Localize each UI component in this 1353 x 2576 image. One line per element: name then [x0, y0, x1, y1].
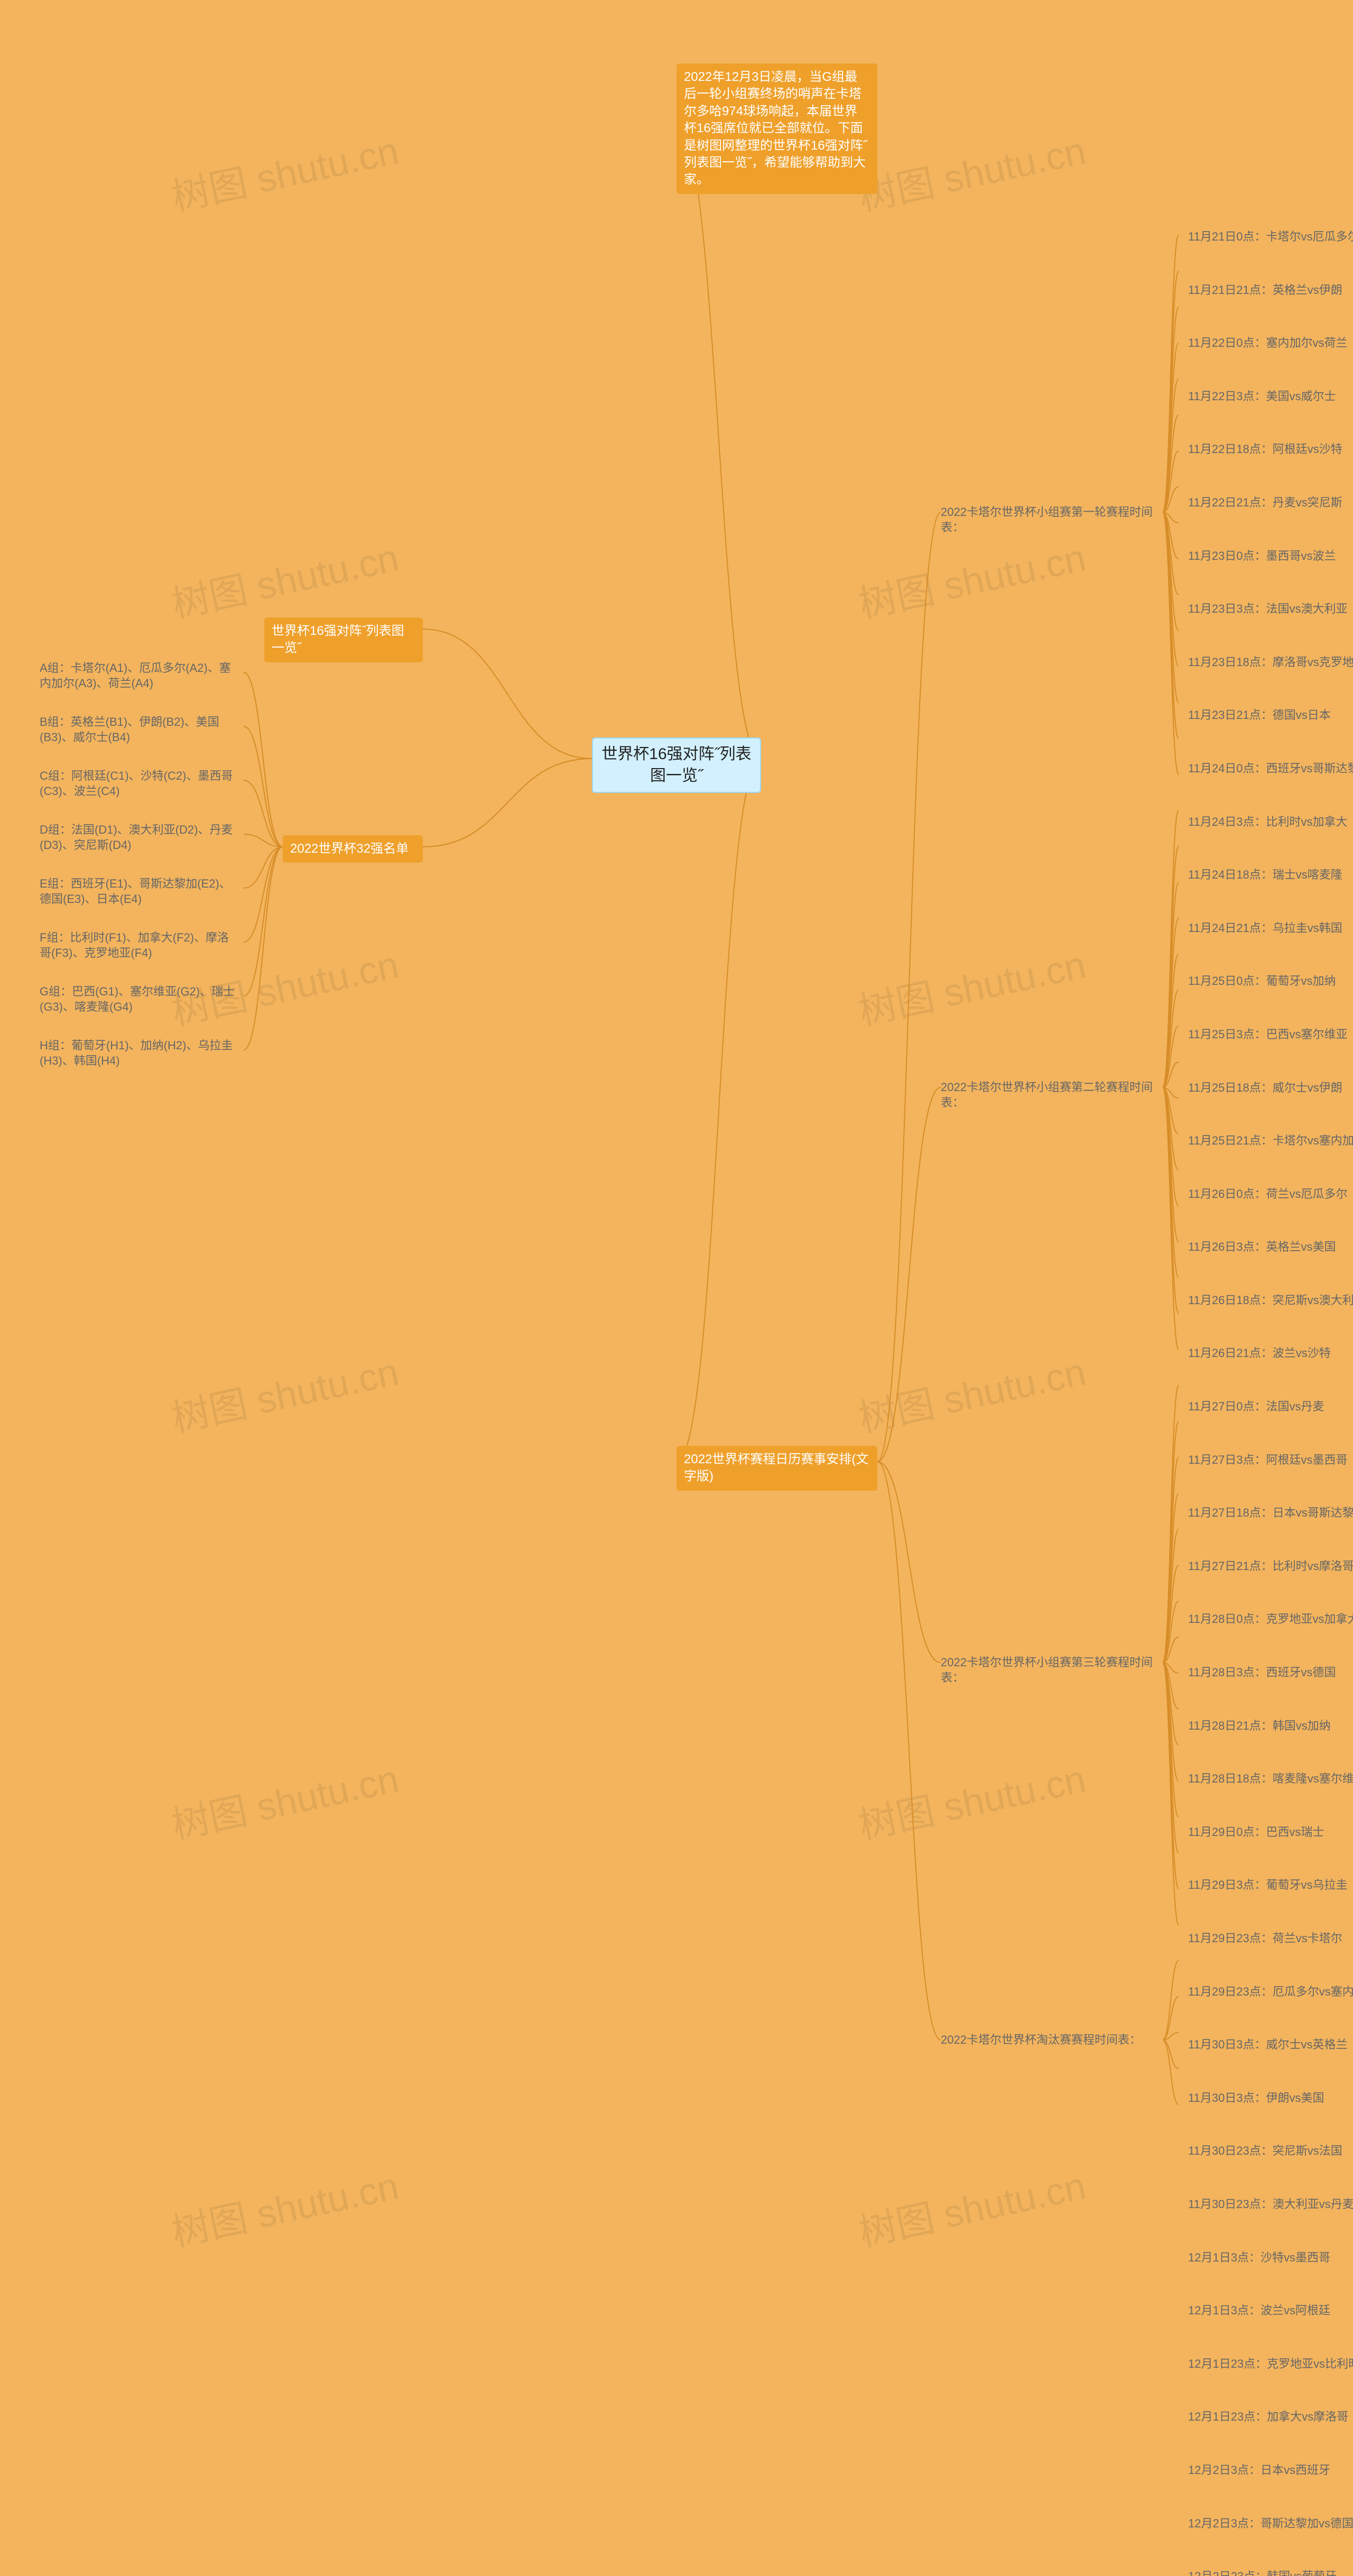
group-B: B组：英格兰(B1)、伊朗(B2)、美国(B3)、威尔士(B4) [40, 715, 240, 745]
match-2-6: 11月26日21点：波兰vs沙特 [1179, 1345, 1353, 1362]
watermark: 树图 shutu.cn [166, 1748, 403, 1850]
title-32-list: 2022世界杯32强名单 [283, 835, 423, 863]
watermark: 树图 shutu.cn [853, 2155, 1090, 2257]
match-1-16: 11月25日3点：巴西vs塞尔维亚 [1179, 1026, 1353, 1044]
match-3-8: 12月1日3点：波兰vs阿根廷 [1179, 2302, 1353, 2320]
match-1-6: 11月22日21点：丹麦vs突尼斯 [1179, 494, 1353, 512]
match-1-13: 11月24日18点：瑞士vs喀麦隆 [1179, 866, 1353, 884]
match-3-13: 12月2日23点：韩国vs葡萄牙 [1179, 2568, 1353, 2576]
group-D: D组：法国(D1)、澳大利亚(D2)、丹麦(D3)、突尼斯(D4) [40, 823, 240, 853]
intro-paragraph: 2022年12月3日凌晨，当G组最后一轮小组赛终场的哨声在卡塔尔多哈974球场响… [676, 63, 877, 194]
round-label-4: 2022卡塔尔世界杯淘汰赛赛程时间表： [941, 2033, 1163, 2048]
match-2-12: 11月28日3点：西班牙vs德国 [1179, 1664, 1353, 1682]
match-1-11: 11月24日0点：西班牙vs哥斯达黎加 [1179, 760, 1353, 778]
group-F: F组：比利时(F1)、加拿大(F2)、摩洛哥(F3)、克罗地亚(F4) [40, 930, 240, 961]
match-1-9: 11月23日18点：摩洛哥vs克罗地亚 [1179, 654, 1353, 671]
match-3-9: 12月1日23点：克罗地亚vs比利时 [1179, 2356, 1353, 2373]
watermark: 树图 shutu.cn [853, 934, 1090, 1036]
round-label-1: 2022卡塔尔世界杯小组赛第一轮赛程时间表： [941, 505, 1163, 535]
match-2-7: 11月27日0点：法国vs丹麦 [1179, 1398, 1353, 1416]
match-2-16: 11月29日3点：葡萄牙vs乌拉圭 [1179, 1877, 1353, 1894]
match-3-3: 11月30日3点：威尔士vs英格兰 [1179, 2036, 1353, 2054]
match-2-8: 11月27日3点：阿根廷vs墨西哥 [1179, 1452, 1353, 1469]
group-E: E组：西班牙(E1)、哥斯达黎加(E2)、德国(E3)、日本(E4) [40, 876, 240, 907]
match-2-10: 11月27日21点：比利时vs摩洛哥 [1179, 1558, 1353, 1575]
match-3-12: 12月2日3点：哥斯达黎加vs德国 [1179, 2515, 1353, 2533]
match-1-8: 11月23日3点：法国vs澳大利亚 [1179, 601, 1353, 618]
group-A: A组：卡塔尔(A1)、厄瓜多尔(A2)、塞内加尔(A3)、荷兰(A4) [40, 661, 240, 691]
match-3-2: 11月29日23点：厄瓜多尔vs塞内加尔 [1179, 1983, 1353, 2001]
match-2-13: 11月28日21点：韩国vs加纳 [1179, 1718, 1353, 1735]
watermark: 树图 shutu.cn [853, 1341, 1090, 1443]
root-node: 世界杯16强对阵˝列表图一览˝ [592, 737, 761, 793]
watermark: 树图 shutu.cn [166, 1341, 403, 1443]
match-3-11: 12月2日3点：日本vs西班牙 [1179, 2462, 1353, 2479]
schedule-title: 2022世界杯赛程日历赛事安排(文字版) [676, 1446, 877, 1491]
match-1-4: 11月22日3点：美国vs威尔士 [1179, 388, 1353, 405]
match-3-5: 11月30日23点：突尼斯vs法国 [1179, 2143, 1353, 2160]
match-2-11: 11月28日0点：克罗地亚vs加拿大 [1179, 1611, 1353, 1628]
match-1-3: 11月22日0点：塞内加尔vs荷兰 [1179, 335, 1353, 352]
match-1-15: 11月25日0点：葡萄牙vs加纳 [1179, 973, 1353, 990]
match-3-4: 11月30日3点：伊朗vs美国 [1179, 2090, 1353, 2107]
match-3-6: 11月30日23点：澳大利亚vs丹麦 [1179, 2196, 1353, 2213]
match-2-2: 11月25日21点：卡塔尔vs塞内加尔 [1179, 1132, 1353, 1150]
match-3-7: 12月1日3点：沙特vs墨西哥 [1179, 2249, 1353, 2267]
match-2-15: 11月29日0点：巴西vs瑞士 [1179, 1824, 1353, 1841]
group-H: H组：葡萄牙(H1)、加纳(H2)、乌拉圭(H3)、韩国(H4) [40, 1038, 240, 1068]
match-2-1: 11月25日18点：威尔士vs伊朗 [1179, 1079, 1353, 1097]
match-2-5: 11月26日18点：突尼斯vs澳大利亚 [1179, 1292, 1353, 1309]
round-label-3: 2022卡塔尔世界杯小组赛第三轮赛程时间表： [941, 1655, 1163, 1685]
watermark: 树图 shutu.cn [853, 1748, 1090, 1850]
match-3-1: 11月29日23点：荷兰vs卡塔尔 [1179, 1930, 1353, 1947]
match-1-7: 11月23日0点：墨西哥vs波兰 [1179, 548, 1353, 565]
match-1-12: 11月24日3点：比利时vs加拿大 [1179, 814, 1353, 831]
group-G: G组：巴西(G1)、塞尔维亚(G2)、瑞士(G3)、喀麦隆(G4) [40, 984, 240, 1014]
group-C: C组：阿根廷(C1)、沙特(C2)、墨西哥(C3)、波兰(C4) [40, 769, 240, 799]
match-1-1: 11月21日0点：卡塔尔vs厄瓜多尔 [1179, 228, 1353, 246]
match-3-10: 12月1日23点：加拿大vs摩洛哥 [1179, 2408, 1353, 2426]
match-2-14: 11月28日18点：喀麦隆vs塞尔维亚 [1179, 1770, 1353, 1788]
watermark: 树图 shutu.cn [166, 2155, 403, 2257]
match-2-9: 11月27日18点：日本vs哥斯达黎加 [1179, 1504, 1353, 1522]
match-2-3: 11月26日0点：荷兰vs厄瓜多尔 [1179, 1186, 1353, 1203]
match-2-4: 11月26日3点：英格兰vs美国 [1179, 1239, 1353, 1256]
match-1-5: 11月22日18点：阿根廷vs沙特 [1179, 441, 1353, 458]
match-1-14: 11月24日21点：乌拉圭vs韩国 [1179, 920, 1353, 937]
match-1-10: 11月23日21点：德国vs日本 [1179, 707, 1353, 724]
title-16-strong: 世界杯16强对阵˝列表图一览˝ [264, 617, 423, 662]
match-1-2: 11月21日21点：英格兰vs伊朗 [1179, 282, 1353, 299]
round-label-2: 2022卡塔尔世界杯小组赛第二轮赛程时间表： [941, 1080, 1163, 1110]
